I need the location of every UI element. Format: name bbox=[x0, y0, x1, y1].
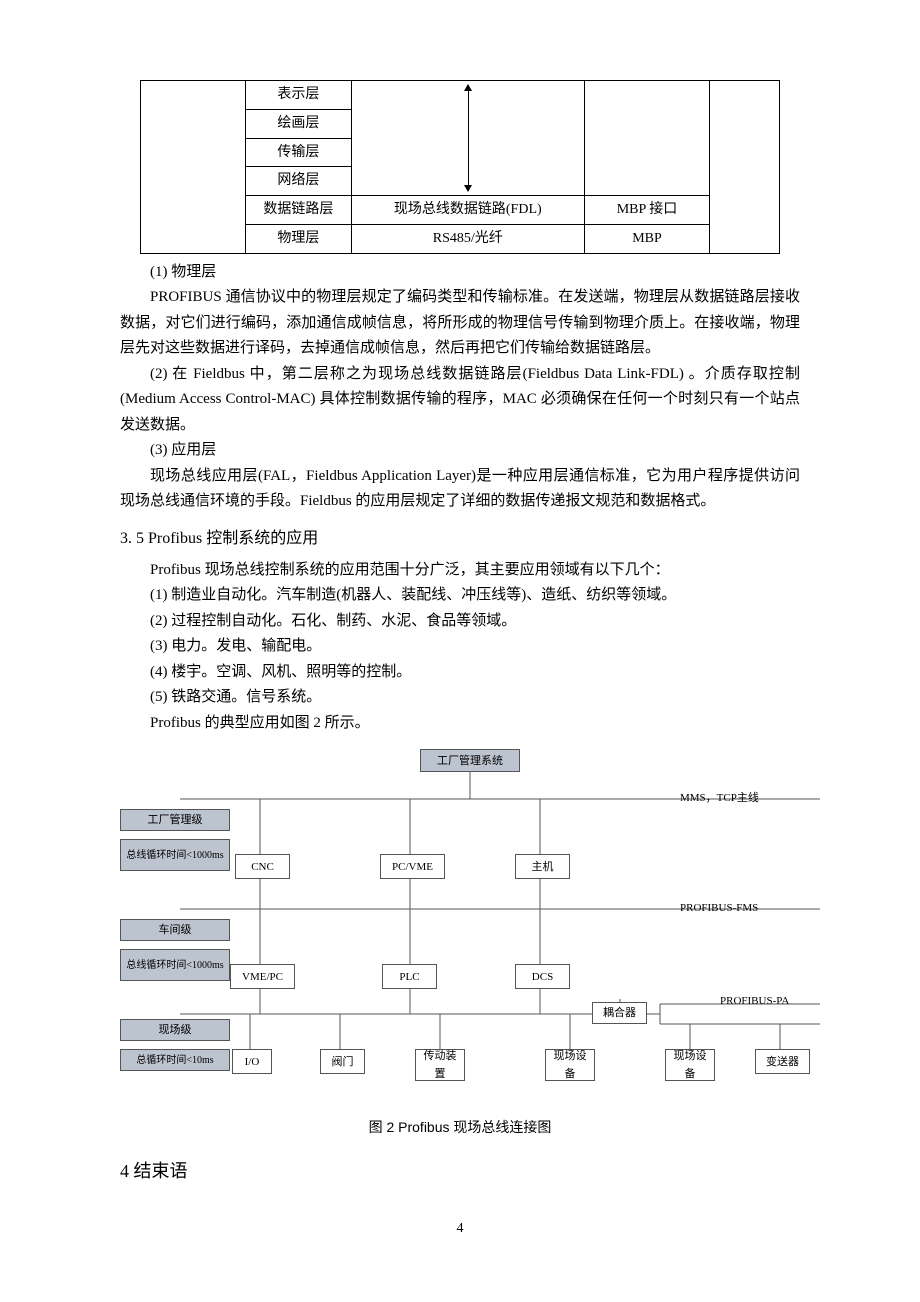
list-item: (5) 铁路交通。信号系统。 bbox=[120, 685, 800, 711]
box-io: I/O bbox=[232, 1049, 272, 1074]
label-pa: PROFIBUS-PA bbox=[720, 992, 789, 1011]
box-plc: PLC bbox=[382, 964, 437, 989]
profibus-diagram: 工厂管理系统 MMS，TCP主线 工厂管理级 总线循环时间<1000ms CNC… bbox=[120, 744, 880, 1104]
box-cycle3: 总循环时间<10ms bbox=[120, 1049, 230, 1071]
box-level1: 工厂管理级 bbox=[120, 809, 230, 831]
box-cycle1: 总线循环时间<1000ms bbox=[120, 839, 230, 871]
box-dcs: DCS bbox=[515, 964, 570, 989]
page-number: 4 bbox=[120, 1217, 800, 1241]
figure-caption: 图 2 Profibus 现场总线连接图 bbox=[120, 1116, 800, 1140]
osi-table: 表示层 绘画层 传输层 网络层 数据链路层 现场总线数据链路(FDL) MBP … bbox=[140, 80, 780, 254]
arrow-cell bbox=[352, 81, 585, 196]
p2: (2) 在 Fieldbus 中，第二层称之为现场总线数据链路层(Fieldbu… bbox=[120, 362, 800, 439]
list-item: (3) 电力。发电、输配电。 bbox=[120, 634, 800, 660]
app-intro: Profibus 现场总线控制系统的应用范围十分广泛，其主要应用领域有以下几个： bbox=[120, 558, 800, 584]
box-cycle2: 总线循环时间<1000ms bbox=[120, 949, 230, 981]
box-cnc: CNC bbox=[235, 854, 290, 879]
mbp-if-cell: MBP 接口 bbox=[584, 196, 710, 225]
app-list: (1) 制造业自动化。汽车制造(机器人、装配线、冲压线等)、造纸、纺织等领域。 … bbox=[120, 583, 800, 711]
box-level2: 车间级 bbox=[120, 919, 230, 941]
layer-cell: 网络层 bbox=[245, 167, 351, 196]
box-dev2: 现场设备 bbox=[665, 1049, 715, 1081]
layer-cell: 传输层 bbox=[245, 138, 351, 167]
section-3-5: 3. 5 Profibus 控制系统的应用 bbox=[120, 525, 800, 552]
layer-cell: 物理层 bbox=[245, 224, 351, 253]
phy-cell: RS485/光纤 bbox=[352, 224, 585, 253]
p1: PROFIBUS 通信协议中的物理层规定了编码类型和传输标准。在发送端，物理层从… bbox=[120, 285, 800, 362]
list-item: (4) 楼宇。空调、风机、照明等的控制。 bbox=[120, 660, 800, 686]
box-dev1: 现场设备 bbox=[545, 1049, 595, 1081]
mbp-cell: MBP bbox=[584, 224, 710, 253]
layer-cell: 数据链路层 bbox=[245, 196, 351, 225]
double-arrow-icon bbox=[468, 85, 470, 191]
box-level3: 现场级 bbox=[120, 1019, 230, 1041]
box-factory-mgmt: 工厂管理系统 bbox=[420, 749, 520, 772]
list-item: (2) 过程控制自动化。石化、制药、水泥、食品等领域。 bbox=[120, 609, 800, 635]
box-drive: 传动装置 bbox=[415, 1049, 465, 1081]
label-mms: MMS，TCP主线 bbox=[680, 789, 759, 808]
layer-cell: 表示层 bbox=[245, 81, 351, 110]
fdl-cell: 现场总线数据链路(FDL) bbox=[352, 196, 585, 225]
layer-cell: 绘画层 bbox=[245, 109, 351, 138]
box-pcvme: PC/VME bbox=[380, 854, 445, 879]
box-tx: 变送器 bbox=[755, 1049, 810, 1074]
p3-head: (3) 应用层 bbox=[120, 438, 800, 464]
section-4: 4 结束语 bbox=[120, 1156, 800, 1187]
label-fms: PROFIBUS-FMS bbox=[680, 899, 758, 918]
app-tail: Profibus 的典型应用如图 2 所示。 bbox=[120, 711, 800, 737]
p1-head: (1) 物理层 bbox=[120, 260, 800, 286]
mbp-empty bbox=[584, 81, 710, 196]
box-valve: 阀门 bbox=[320, 1049, 365, 1074]
box-host: 主机 bbox=[515, 854, 570, 879]
list-item: (1) 制造业自动化。汽车制造(机器人、装配线、冲压线等)、造纸、纺织等领域。 bbox=[120, 583, 800, 609]
box-vmepc: VME/PC bbox=[230, 964, 295, 989]
p3: 现场总线应用层(FAL，Fieldbus Application Layer)是… bbox=[120, 464, 800, 515]
box-coupler: 耦合器 bbox=[592, 1002, 647, 1024]
